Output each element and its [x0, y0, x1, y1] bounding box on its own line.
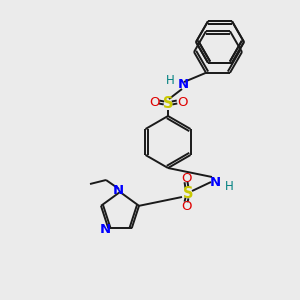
Text: O: O [181, 200, 191, 212]
Text: O: O [181, 172, 191, 184]
Text: S: S [163, 97, 173, 112]
Text: N: N [112, 184, 124, 196]
Text: S: S [183, 185, 193, 200]
Text: O: O [149, 95, 159, 109]
Text: N: N [177, 79, 189, 92]
Text: N: N [209, 176, 220, 188]
Text: N: N [100, 223, 111, 236]
Text: O: O [177, 95, 187, 109]
Text: H: H [225, 179, 233, 193]
Text: H: H [166, 74, 174, 86]
